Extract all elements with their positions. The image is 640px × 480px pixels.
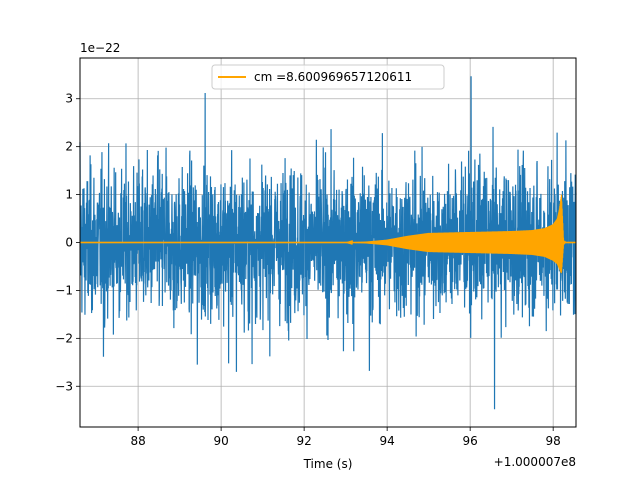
x-tick-label: 90: [213, 434, 228, 448]
y-tick-label: 3: [65, 92, 73, 106]
x-axis-label: Time (s): [303, 457, 353, 471]
ticks: 88 90 92 94 96 98 −3 −2 −1 0 1 2 3: [55, 92, 561, 448]
x-tick-label: 96: [463, 434, 478, 448]
x-tick-label: 88: [130, 434, 145, 448]
y-tick-label: 1: [65, 188, 73, 202]
y-scale-label: 1e−22: [80, 41, 120, 55]
legend-box: [211, 64, 445, 90]
legend-entry: cm =8.600969657120611: [254, 70, 412, 84]
legend: cm =8.600969657120611: [211, 64, 445, 90]
y-tick-label: 0: [65, 236, 73, 250]
plot-area: [79, 76, 577, 410]
y-tick-label: −1: [55, 283, 73, 297]
x-tick-label: 92: [296, 434, 311, 448]
y-tick-label: 2: [65, 140, 73, 154]
y-tick-label: −2: [55, 331, 73, 345]
x-tick-label: 94: [380, 434, 395, 448]
y-tick-label: −3: [55, 379, 73, 393]
x-tick-label: 98: [546, 434, 561, 448]
x-offset-label: +1.000007e8: [494, 455, 576, 469]
